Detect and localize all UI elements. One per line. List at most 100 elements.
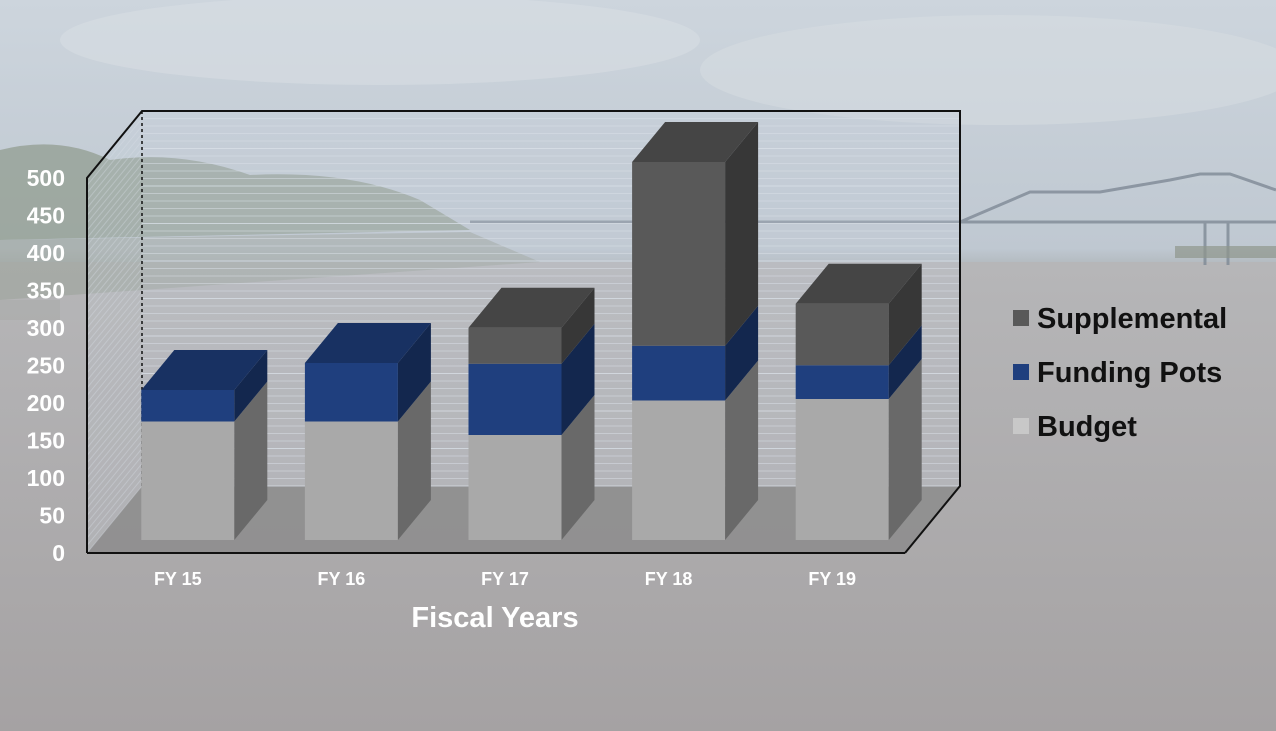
side-gridline [86,148,143,216]
bar-funding-pots-side [397,323,431,422]
side-gridline [86,433,143,501]
side-gridline [86,448,143,516]
side-gridline [86,200,143,269]
y-tick-label: 250 [27,353,65,379]
bar-budget-front [141,421,235,540]
bar-budget-side [561,395,595,540]
x-tick-label: FY 17 [481,569,529,589]
side-gridline [86,418,143,486]
side-gridline [86,118,143,186]
side-gridline [86,305,143,374]
legend-swatch-supplemental [1013,310,1029,326]
bar-funding-pots-front [632,345,726,401]
side-gridline [86,403,143,471]
bar-supplemental-side [561,287,595,364]
bar-supplemental-front [795,303,889,366]
side-gridline [86,380,143,449]
bar-funding-pots-side [234,350,268,422]
y-tick-label: 150 [27,428,65,454]
bar-supplemental-side [725,122,759,346]
y-tick-label: 200 [27,390,65,416]
side-gridline [86,388,143,456]
side-gridline [86,470,143,539]
bar-budget-front [304,421,398,540]
side-gridline [86,298,143,366]
side-gridline [86,440,143,509]
bar-supplemental-front [632,162,726,346]
side-gridline [86,410,143,479]
side-gridline [86,365,143,434]
bar-funding-pots-front [141,390,235,422]
bar-top-face [795,263,922,304]
bar-top-face [141,350,268,390]
bar-budget-side [725,360,759,540]
bar-supplemental-front [468,327,562,364]
side-gridline [86,320,143,389]
bar-funding-pots-side [725,305,759,401]
side-gridline [86,253,143,321]
y-tick-label: 50 [39,503,65,529]
chart-frame [86,110,961,554]
x-tick-label: FY 19 [808,569,856,589]
side-gridline [86,395,143,464]
side-gridline [86,245,143,314]
side-gridline [86,268,143,336]
side-gridline [86,283,143,351]
bar-funding-pots-side [888,325,922,399]
side-gridline [86,455,143,524]
side-gridline [86,223,143,291]
bar-funding-pots-side [561,323,595,435]
side-gridline [86,343,143,411]
bar-budget-side [397,381,431,540]
y-tick-label: 100 [27,465,65,491]
side-gridline [86,140,143,209]
side-gridline [86,170,143,239]
y-tick-label: 400 [27,240,65,266]
bar-funding-pots-front [468,363,562,435]
side-gridline [86,133,143,201]
side-gridline [86,478,143,546]
bar-budget-side [888,359,922,540]
side-gridline [86,275,143,344]
side-gridline [86,193,143,261]
bar-top-face [468,287,595,328]
y-tick-label: 350 [27,278,65,304]
y-tick-label: 500 [27,165,65,191]
bar-budget-front [795,399,889,540]
side-gridline [86,358,143,426]
x-tick-label: FY 16 [318,569,366,589]
side-gridline [86,155,143,224]
side-gridline [86,260,143,329]
side-gridline [86,230,143,299]
x-tick-label: FY 18 [645,569,693,589]
side-gridline [86,463,143,531]
side-gridline [86,290,143,359]
side-gridline [86,485,143,554]
bar-budget-side [234,381,268,540]
side-gridline [86,425,143,494]
side-gridline [86,125,143,194]
stacked-3d-bar-chart: 0 50 100 150 200 250 300 350 400 450 500 FY 15 FY 16… [27,110,961,589]
side-gridline [86,208,143,276]
side-gridline [86,328,143,396]
legend: Supplemental Funding Pots Budget [1013,303,1227,443]
y-tick-label: 0 [52,540,65,566]
legend-label-funding-pots: Funding Pots [1037,357,1222,389]
legend-swatch-budget [1013,418,1029,434]
side-gridline [86,335,143,404]
side-gridline [86,185,143,254]
legend-label-budget: Budget [1037,411,1137,443]
chart-side-wall [87,111,142,553]
x-axis-title: Fiscal Years [411,602,578,634]
side-gridline [86,373,143,441]
bar-funding-pots-front [304,363,398,422]
bar-budget-front [468,435,562,540]
legend-label-supplemental: Supplemental [1037,303,1227,335]
side-gridline [86,163,143,231]
legend-swatch-funding-pots [1013,364,1029,380]
bar-supplemental-side [888,263,922,366]
y-tick-label: 300 [27,315,65,341]
side-gridline [86,238,143,306]
side-gridline [86,215,143,284]
